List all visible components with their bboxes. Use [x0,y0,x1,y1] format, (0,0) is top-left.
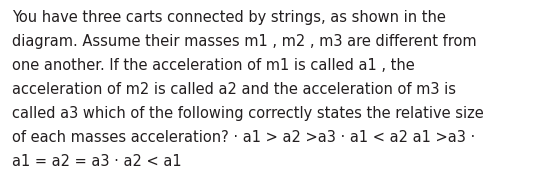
Text: You have three carts connected by strings, as shown in the: You have three carts connected by string… [12,10,446,25]
Text: called a3 which of the following correctly states the relative size: called a3 which of the following correct… [12,106,484,121]
Text: of each masses acceleration? · a1 > a2 >a3 · a1 < a2 a1 >a3 ·: of each masses acceleration? · a1 > a2 >… [12,130,475,145]
Text: acceleration of m2 is called a2 and the acceleration of m3 is: acceleration of m2 is called a2 and the … [12,82,456,97]
Text: a1 = a2 = a3 · a2 < a1: a1 = a2 = a3 · a2 < a1 [12,154,181,169]
Text: diagram. Assume their masses m1 , m2 , m3 are different from: diagram. Assume their masses m1 , m2 , m… [12,34,477,49]
Text: one another. If the acceleration of m1 is called a1 , the: one another. If the acceleration of m1 i… [12,58,415,73]
